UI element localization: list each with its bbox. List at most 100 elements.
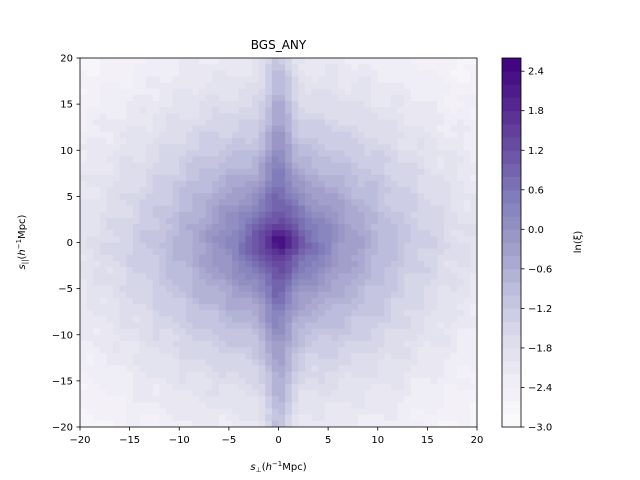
heatmap-cell: [338, 168, 346, 176]
heatmap-cell: [146, 94, 154, 102]
heatmap-cell: [311, 199, 319, 207]
heatmap-cell: [252, 383, 260, 391]
heatmap-cell: [271, 168, 280, 176]
heatmap-cell: [218, 217, 227, 225]
heatmap-cell: [437, 279, 445, 287]
heatmap-cell: [252, 260, 260, 268]
heatmap-cell: [384, 144, 392, 151]
heatmap-cell: [437, 193, 445, 201]
heatmap-cell: [271, 322, 280, 330]
heatmap-cell: [126, 205, 134, 213]
heatmap-cell: [424, 193, 432, 201]
heatmap-cell: [119, 144, 127, 151]
heatmap-cell: [304, 285, 313, 293]
heatmap-cell: [410, 420, 419, 427]
heatmap-cell: [430, 414, 438, 422]
heatmap-cell: [430, 390, 438, 397]
heatmap-cell: [192, 156, 200, 164]
heatmap-cell: [258, 88, 266, 96]
heatmap-cell: [285, 260, 293, 268]
heatmap-cell: [404, 316, 412, 324]
heatmap-cell: [298, 64, 306, 71]
heatmap-cell: [185, 205, 194, 213]
heatmap-cell: [205, 113, 213, 121]
y-tick-label: 20: [60, 54, 73, 65]
heatmap-cell: [384, 174, 392, 182]
heatmap-cell: [146, 193, 154, 201]
heatmap-cell: [397, 390, 405, 397]
heatmap-cell: [192, 316, 200, 324]
heatmap-cell: [390, 328, 399, 336]
heatmap-cell: [113, 371, 121, 379]
heatmap-cell: [324, 377, 333, 385]
heatmap-cell: [357, 156, 366, 164]
heatmap-cell: [132, 316, 141, 324]
heatmap-cell: [86, 168, 94, 176]
heatmap-cell: [80, 217, 88, 225]
heatmap-cell: [139, 377, 147, 385]
heatmap-cell: [159, 144, 167, 151]
heatmap-cell: [338, 107, 346, 114]
heatmap-cell: [199, 199, 207, 207]
heatmap-cell: [397, 359, 405, 367]
heatmap-cell: [364, 150, 372, 157]
heatmap-cell: [291, 279, 299, 287]
heatmap-cell: [331, 322, 339, 330]
heatmap-cell: [390, 371, 399, 379]
heatmap-cell: [139, 260, 147, 268]
heatmap-cell: [132, 273, 141, 280]
heatmap-cell: [238, 88, 247, 96]
heatmap-cell: [172, 304, 180, 311]
heatmap-cell: [139, 101, 147, 108]
heatmap-cell: [99, 137, 108, 145]
heatmap-cell: [232, 260, 240, 268]
heatmap-cell: [331, 187, 339, 194]
heatmap-cell: [179, 377, 187, 385]
heatmap-cell: [298, 187, 306, 194]
heatmap-cell: [351, 131, 359, 139]
heatmap-cell: [139, 285, 147, 293]
heatmap-cell: [80, 353, 88, 360]
heatmap-cell: [463, 420, 471, 427]
heatmap-cell: [443, 58, 452, 65]
heatmap-cell: [291, 304, 299, 311]
heatmap-cell: [179, 310, 187, 317]
heatmap-cell: [271, 353, 280, 360]
heatmap-cell: [404, 371, 412, 379]
heatmap-cell: [238, 420, 247, 427]
heatmap-cell: [99, 181, 108, 188]
heatmap-cell: [417, 193, 425, 201]
heatmap-cell: [218, 242, 227, 250]
heatmap-cell: [99, 273, 108, 280]
heatmap-cell: [146, 217, 154, 225]
heatmap-cell: [106, 316, 114, 324]
heatmap-cell: [212, 310, 220, 317]
heatmap-cell: [152, 267, 160, 274]
heatmap-cell: [106, 297, 114, 305]
heatmap-cell: [271, 217, 280, 225]
heatmap-cell: [357, 420, 366, 427]
heatmap-cell: [357, 285, 366, 293]
heatmap-cell: [252, 353, 260, 360]
heatmap-cell: [113, 76, 121, 84]
heatmap-cell: [390, 125, 399, 133]
heatmap-cell: [252, 119, 260, 127]
heatmap-cell: [331, 402, 339, 410]
heatmap-cell: [232, 199, 240, 207]
heatmap-cell: [291, 162, 299, 170]
heatmap-cell: [258, 199, 266, 207]
heatmap-cell: [179, 242, 187, 250]
heatmap-cell: [390, 94, 399, 102]
heatmap-cell: [185, 113, 194, 121]
heatmap-cell: [232, 279, 240, 287]
heatmap-cell: [304, 150, 313, 157]
colorbar-band: [502, 123, 521, 138]
colorbar-band: [502, 189, 521, 204]
heatmap-cell: [218, 260, 227, 268]
heatmap-cell: [318, 230, 326, 237]
heatmap-cell: [218, 211, 227, 219]
heatmap-cell: [218, 353, 227, 360]
heatmap-cell: [450, 254, 458, 262]
heatmap-cell: [344, 76, 352, 84]
heatmap-cell: [146, 279, 154, 287]
